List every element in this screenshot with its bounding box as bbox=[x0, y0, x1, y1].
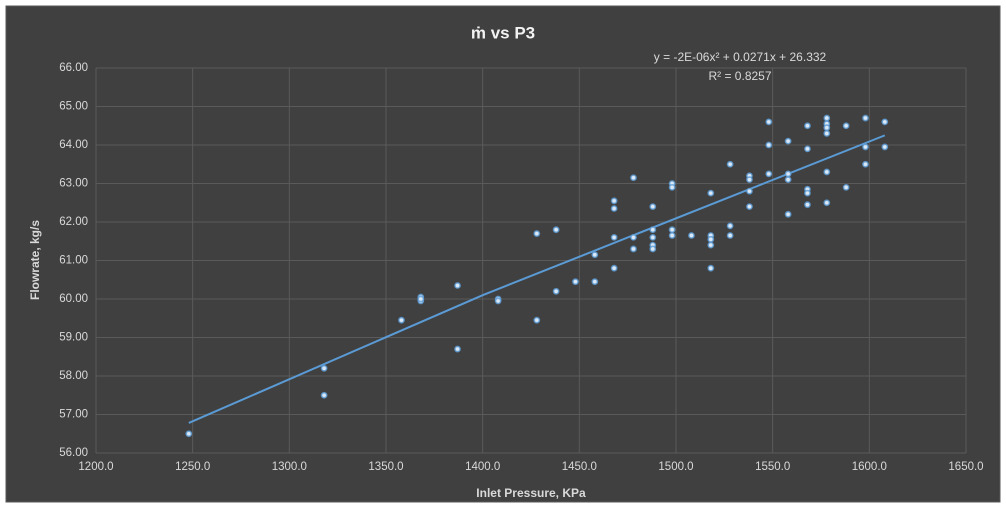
scatter-point bbox=[862, 160, 869, 168]
scatter-point bbox=[494, 297, 502, 305]
scatter-point bbox=[398, 316, 405, 324]
scatter-point bbox=[881, 118, 889, 126]
scatter-point bbox=[862, 143, 869, 151]
scatter-point bbox=[417, 295, 425, 303]
r-squared: R² = 0.8257 bbox=[708, 69, 771, 83]
scatter-point bbox=[746, 203, 753, 210]
scatter-point bbox=[610, 264, 618, 272]
scatter-point bbox=[454, 345, 461, 353]
scatter-point bbox=[533, 316, 541, 324]
scatter-point bbox=[320, 364, 328, 372]
scatter-point bbox=[784, 137, 792, 145]
scatter-point bbox=[320, 391, 328, 399]
scatter-point bbox=[784, 170, 792, 178]
scatter-point bbox=[630, 174, 637, 182]
scatter-point bbox=[707, 241, 715, 249]
scatter-point bbox=[746, 176, 753, 184]
scatter-point bbox=[185, 430, 193, 438]
scatter-point bbox=[668, 183, 676, 191]
y-tick-label: 61.00 bbox=[59, 255, 88, 267]
y-tick-label: 65.00 bbox=[59, 101, 88, 113]
scatter-point bbox=[765, 170, 773, 178]
scatter-point bbox=[552, 287, 560, 295]
scatter-point bbox=[726, 232, 734, 239]
scatter-point bbox=[649, 233, 657, 241]
scatter-point bbox=[804, 145, 811, 153]
x-tick-label: 1400.0 bbox=[465, 461, 500, 473]
x-tick-label: 1600.0 bbox=[852, 461, 887, 473]
scatter-point bbox=[630, 245, 637, 253]
chart-title: ṁ vs P3 bbox=[471, 23, 535, 42]
scatter-point bbox=[784, 176, 792, 184]
x-tick-label: 1650.0 bbox=[948, 461, 983, 473]
x-tick-label: 1250.0 bbox=[175, 461, 210, 473]
scatter-point bbox=[668, 232, 676, 239]
scatter-point bbox=[842, 183, 850, 191]
scatter-point bbox=[668, 226, 676, 234]
scatter-point bbox=[649, 203, 657, 210]
scatter-point bbox=[688, 232, 695, 239]
y-tick-label: 56.00 bbox=[59, 447, 88, 459]
trend-equation: y = -2E-06x² + 0.0271x + 26.332 bbox=[654, 50, 827, 64]
y-tick-label: 58.00 bbox=[59, 370, 88, 382]
scatter-point bbox=[881, 143, 889, 151]
scatter-point bbox=[454, 282, 461, 289]
scatter-point bbox=[630, 233, 637, 241]
scatter-point bbox=[649, 226, 657, 234]
scatter-point bbox=[746, 187, 753, 195]
scatter-point bbox=[726, 222, 734, 230]
scatter-point bbox=[707, 264, 715, 272]
x-tick-label: 1500.0 bbox=[658, 461, 693, 473]
scatter-point bbox=[804, 122, 811, 130]
scatter-point bbox=[804, 189, 811, 197]
scatter-point bbox=[591, 251, 599, 259]
y-tick-label: 66.00 bbox=[59, 62, 88, 74]
scatter-point bbox=[610, 197, 618, 205]
scatter-point bbox=[610, 233, 618, 241]
scatter-point bbox=[823, 168, 831, 176]
y-tick-label: 60.00 bbox=[59, 293, 88, 305]
x-tick-label: 1200.0 bbox=[78, 461, 113, 473]
x-tick-label: 1450.0 bbox=[562, 461, 597, 473]
y-axis-label: Flowrate, kg/s bbox=[28, 220, 42, 300]
x-tick-label: 1550.0 bbox=[755, 461, 790, 473]
scatter-point bbox=[823, 199, 831, 207]
x-tick-label: 1300.0 bbox=[272, 461, 307, 473]
y-tick-label: 63.00 bbox=[59, 178, 88, 190]
scatter-point bbox=[610, 205, 618, 212]
scatter-point bbox=[707, 189, 715, 197]
scatter-point bbox=[649, 245, 657, 253]
scatter-point bbox=[842, 122, 850, 130]
scatter-point bbox=[823, 124, 831, 132]
scatter-point bbox=[804, 201, 811, 209]
scatter-point bbox=[533, 230, 541, 237]
scatter-point bbox=[862, 114, 869, 122]
scatter-point bbox=[726, 160, 734, 168]
x-axis-label: Inlet Pressure, KPa bbox=[476, 486, 586, 500]
x-tick-label: 1350.0 bbox=[368, 461, 403, 473]
scatter-point bbox=[784, 210, 792, 218]
scatter-point bbox=[572, 278, 579, 286]
scatter-point bbox=[765, 141, 773, 149]
scatter-point bbox=[765, 118, 773, 126]
scatter-point bbox=[591, 278, 599, 286]
y-tick-label: 59.00 bbox=[59, 332, 88, 344]
y-tick-label: 64.00 bbox=[59, 139, 88, 151]
chart-area bbox=[5, 5, 1001, 503]
scatter-point bbox=[552, 226, 560, 234]
scatter-point bbox=[823, 130, 831, 137]
scatter-point bbox=[823, 114, 831, 122]
scatter-point bbox=[707, 235, 715, 243]
y-tick-label: 57.00 bbox=[59, 409, 88, 421]
y-tick-label: 62.00 bbox=[59, 216, 88, 228]
